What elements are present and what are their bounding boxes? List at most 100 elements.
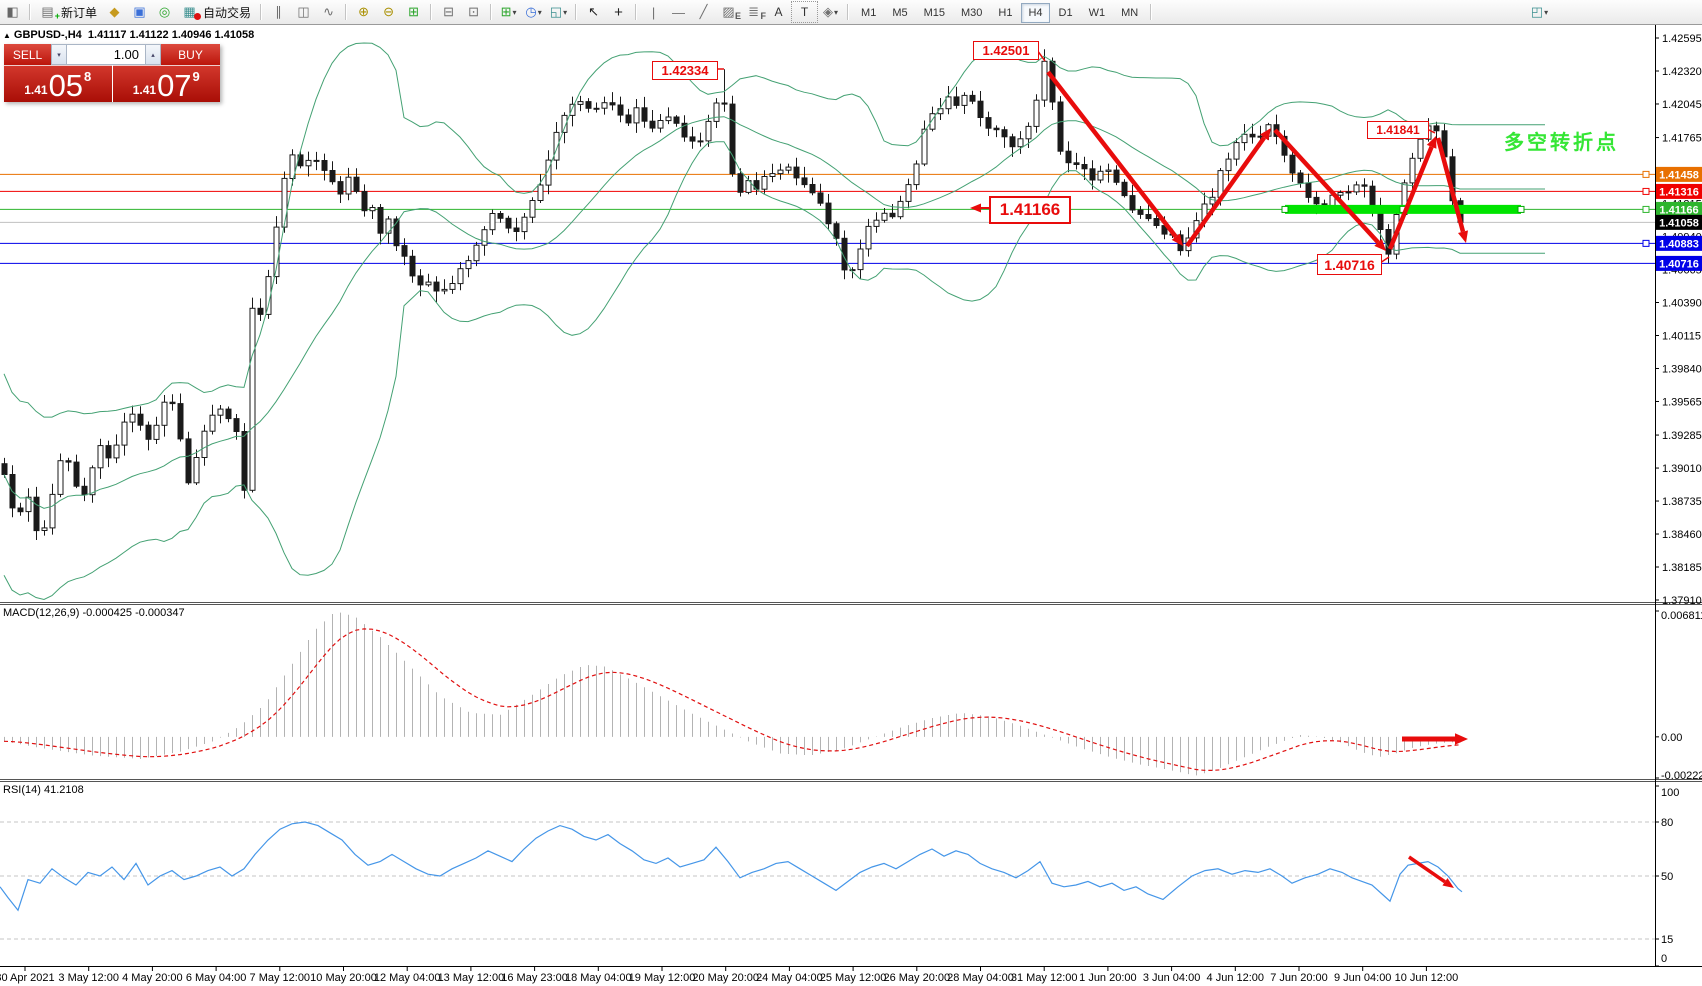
time-tick: 9 Jun 04:00 xyxy=(1334,972,1392,984)
channel-tool-icon[interactable]: ▨ E xyxy=(722,4,742,21)
text-label-tool-icon[interactable]: T xyxy=(791,1,819,23)
cursor-tool-icon[interactable]: ↖ xyxy=(588,4,599,19)
candles xyxy=(1,49,1464,540)
bar-chart-icon[interactable]: ∥ xyxy=(275,4,282,19)
rsi-line xyxy=(0,821,1463,912)
rsi-tick: 80 xyxy=(1661,817,1673,829)
time-tick: 20 May 20:00 xyxy=(692,972,759,984)
chat-icon[interactable]: ▣ xyxy=(133,4,146,19)
time-tick: 16 May 23:00 xyxy=(501,972,568,984)
macd-panel[interactable] xyxy=(3,612,1468,776)
line-chart-icon[interactable]: ∿ xyxy=(323,4,334,19)
price-badge-text: 1.40883 xyxy=(1659,238,1699,250)
crosshair-tool-icon[interactable]: + xyxy=(614,3,623,21)
time-tick: 10 Jun 12:00 xyxy=(1395,972,1459,984)
zoom-out-icon[interactable]: ⊖ xyxy=(383,4,394,19)
price-badge-text: 1.40716 xyxy=(1659,258,1699,270)
annotation-1.41841[interactable]: 1.41841 xyxy=(1367,121,1429,139)
arrange-window-icon[interactable]: ⊟ xyxy=(443,4,454,19)
trend-arrow[interactable] xyxy=(1185,128,1271,248)
trend-arrow[interactable] xyxy=(1408,855,1454,888)
price-panel[interactable] xyxy=(0,42,1655,601)
zoom-in-icon[interactable]: ⊕ xyxy=(358,4,369,19)
line-handle[interactable] xyxy=(1642,170,1650,178)
trend-arrow[interactable] xyxy=(1273,128,1386,251)
macd-label: MACD(12,26,9) -0.000425 -0.000347 xyxy=(3,607,185,619)
trend-arrow[interactable] xyxy=(1387,136,1437,250)
line-handle[interactable] xyxy=(1642,205,1650,213)
auto-trading-icon[interactable]: ▦ xyxy=(177,2,202,22)
signals-icon[interactable]: ◎ xyxy=(158,4,171,19)
timeframe-button-w1[interactable]: W1 xyxy=(1088,7,1106,19)
separator xyxy=(430,4,433,20)
trend-arrow[interactable] xyxy=(970,203,989,213)
buy-price-pipette: 9 xyxy=(192,69,200,84)
price-badge-1.41058 xyxy=(1656,214,1702,230)
symbol-quote-line: ▲ GBPUSD-,H4 1.41117 1.41122 1.40946 1.41… xyxy=(3,29,254,41)
vertical-line-tool-icon[interactable]: | xyxy=(651,4,656,20)
trend-arrow[interactable] xyxy=(1402,733,1468,745)
turning-point-note[interactable]: 多空转折点 xyxy=(1504,132,1619,154)
timeframe-button-m15[interactable]: M15 xyxy=(923,7,945,19)
candlestick-chart-icon[interactable]: ◫ xyxy=(297,4,310,19)
price-tick: 1.38735 xyxy=(1662,496,1702,508)
templates-icon[interactable]: ◱ ▾ xyxy=(549,4,568,19)
price-axis[interactable]: 1.425951.423201.420451.417651.414901.412… xyxy=(1655,33,1702,967)
rsi-tick: 50 xyxy=(1661,871,1673,883)
timeframe-button-d1[interactable]: D1 xyxy=(1058,7,1073,19)
timeframe-button-m30[interactable]: M30 xyxy=(961,7,983,19)
sell-price-prefix: 1.41 xyxy=(24,83,48,97)
band-handle[interactable] xyxy=(1517,205,1525,213)
text-tool-icon[interactable]: A xyxy=(774,5,783,19)
annotation-1.42334[interactable]: 1.42334 xyxy=(652,61,718,80)
timeframe-button-h4[interactable]: H4 xyxy=(1021,3,1050,23)
macd-signal-line xyxy=(3,628,1461,772)
volume-increase-button[interactable]: ▴ xyxy=(145,44,161,65)
timeframe-button-h1[interactable]: H1 xyxy=(998,7,1013,19)
annotation-1.41166[interactable]: 1.41166 xyxy=(989,196,1071,224)
tile-windows-icon[interactable]: ⊞ xyxy=(408,4,419,19)
price-badge-text: 1.41166 xyxy=(1659,204,1698,216)
arrows-tool-icon[interactable]: ◈ ▾ xyxy=(823,4,839,19)
volume-decrease-button[interactable]: ▾ xyxy=(51,44,67,65)
new-order-icon[interactable]: ▤ + xyxy=(41,4,60,21)
time-tick: 19 May 12:00 xyxy=(629,972,696,984)
annotation-1.40716[interactable]: 1.40716 xyxy=(1317,254,1382,275)
time-tick: 25 May 12:00 xyxy=(820,972,887,984)
price-tick: 1.39840 xyxy=(1662,363,1702,375)
rsi-panel[interactable] xyxy=(0,821,1655,940)
separator xyxy=(260,4,263,20)
new-chart-icon[interactable]: ⊞ ▾ xyxy=(500,4,517,19)
timeframe-button-mn[interactable]: MN xyxy=(1121,7,1139,19)
trend-arrow[interactable] xyxy=(1046,70,1183,246)
cascade-window-icon[interactable]: ⊡ xyxy=(468,4,479,19)
auto-trading-button[interactable]: 自动交易 xyxy=(203,5,252,20)
band-handle[interactable] xyxy=(1281,205,1289,213)
sell-price-button[interactable]: 1.41 05 8 xyxy=(4,65,112,102)
profiles-icon[interactable]: ◷ ▾ xyxy=(525,4,542,19)
trendline-tool-icon[interactable]: ╱ xyxy=(699,4,708,19)
quotes-icon[interactable]: ◆ xyxy=(109,4,120,19)
fibonacci-tool-icon[interactable]: ≣ F xyxy=(748,4,767,21)
clipped-edge-icon: ◧ xyxy=(6,4,19,19)
price-badge-text: 1.41316 xyxy=(1659,186,1699,198)
time-axis[interactable]: 30 Apr 2021 3 May 12:00 4 May 20:00 6 May 0… xyxy=(0,966,1458,984)
buy-price-button[interactable]: 1.41 07 9 xyxy=(112,65,220,102)
volume-input[interactable]: 1.00 xyxy=(67,44,145,65)
chart-window-icon[interactable]: ◰ ▾ xyxy=(1530,4,1549,19)
line-handle[interactable] xyxy=(1642,187,1650,195)
timeframe-button-m1[interactable]: M1 xyxy=(861,7,877,19)
trend-arrow[interactable] xyxy=(1435,137,1468,243)
horizontal-line-tool-icon[interactable]: — xyxy=(672,4,686,20)
sell-button[interactable]: SELL xyxy=(4,44,51,65)
timeframe-button-m5[interactable]: M5 xyxy=(892,7,908,19)
separator xyxy=(635,4,638,20)
buy-button[interactable]: BUY xyxy=(161,44,220,65)
line-handle[interactable] xyxy=(1642,239,1650,247)
price-tick: 1.42320 xyxy=(1662,66,1702,78)
bollinger-band xyxy=(3,141,1545,601)
annotation-1.42501[interactable]: 1.42501 xyxy=(973,41,1039,60)
new-order-button[interactable]: 新订单 xyxy=(61,5,98,20)
